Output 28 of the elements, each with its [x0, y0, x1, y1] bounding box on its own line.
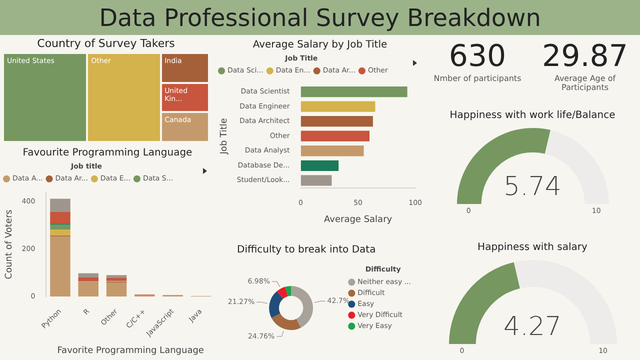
bar: [50, 198, 70, 212]
y-axis-title: Job Title: [220, 118, 230, 156]
category-label: Nmber of participants: [432, 74, 522, 83]
bar: [50, 212, 70, 224]
bar: [106, 275, 127, 278]
bar: [106, 282, 127, 296]
text: Country of Survey Takers: [36, 37, 176, 50]
bar: [50, 224, 70, 230]
bar: [78, 278, 98, 282]
bar: [106, 278, 127, 281]
text: Happiness with work life/Balance: [448, 110, 616, 121]
bar: [50, 236, 70, 296]
data-label: 4.27: [502, 312, 562, 342]
data-label: 5.74: [502, 172, 562, 202]
data-label: 29.87: [541, 39, 629, 74]
chart-title: Difficulty to break into Data: [237, 244, 376, 256]
chart-title: Average Salary by Job Title: [252, 40, 388, 51]
x-axis-title: Average Salary: [324, 214, 393, 225]
category-label: Average Age of Participants: [553, 74, 617, 92]
x-axis-title: Favorite Programming Language: [57, 346, 204, 356]
bar: [50, 230, 70, 236]
chart-title: Favourite Programming Language: [22, 148, 192, 159]
data-label: 630: [448, 39, 508, 74]
text: Happiness with salary: [476, 242, 588, 253]
bar: [78, 282, 98, 296]
bar: [78, 273, 98, 278]
text: Data Professional Survey Breakdown: [0, 0, 640, 35]
y-axis-title: Count of Voters: [4, 209, 15, 280]
